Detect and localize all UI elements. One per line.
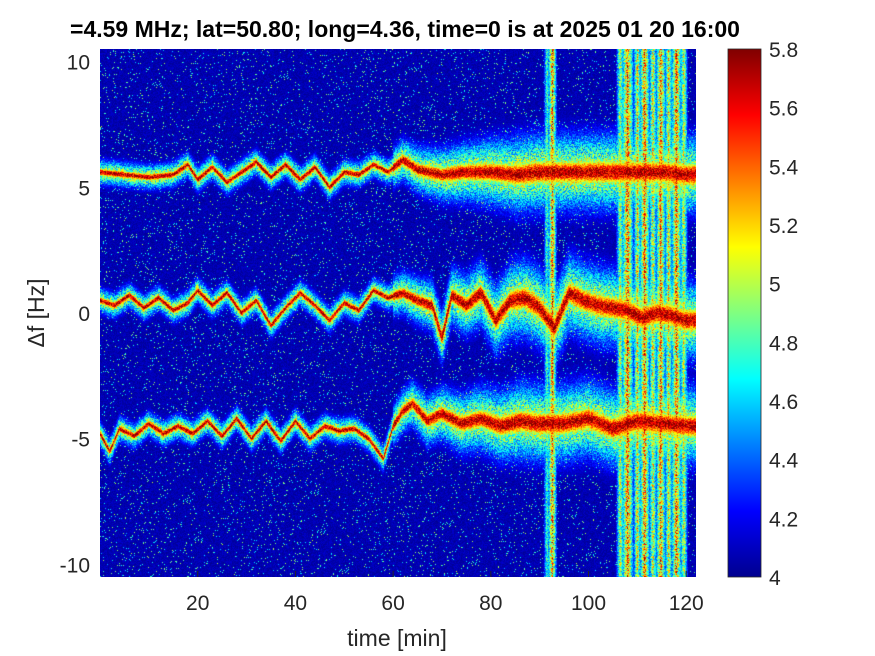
colorbar-tick-label: 4.6 <box>769 391 798 414</box>
y-axis-label: Δf [Hz] <box>23 278 49 347</box>
y-tick-label: 0 <box>78 303 90 326</box>
x-tick-label: 120 <box>669 592 704 615</box>
y-tick-label: 10 <box>67 52 90 75</box>
chart-title: =4.59 MHz; lat=50.80; long=4.36, time=0 … <box>70 16 740 42</box>
x-tick-label: 100 <box>571 592 606 615</box>
colorbar-tick-label: 5.2 <box>769 215 798 238</box>
y-tick-label: -10 <box>60 554 90 577</box>
x-axis: 20 40 60 80 100 120 <box>186 571 704 615</box>
colorbar-ticks: 5.8 5.6 5.4 5.2 5 4.8 4.6 4.4 4.2 4 <box>769 39 799 590</box>
colorbar-gradient <box>727 48 762 578</box>
colorbar-tick-label: 4.4 <box>769 450 799 473</box>
x-tick-label: 20 <box>186 592 209 615</box>
colorbar-tick-label: 4.8 <box>769 332 798 355</box>
x-tick-label: 80 <box>479 592 502 615</box>
colorbar-tick-label: 5.8 <box>769 39 798 62</box>
colorbar-tick-label: 5 <box>769 274 781 297</box>
y-tick-label: 5 <box>78 177 90 200</box>
colorbar-tick-label: 5.4 <box>769 156 799 179</box>
colorbar: 5.8 5.6 5.4 5.2 5 4.8 4.6 4.4 4.2 4 <box>727 39 799 590</box>
heatmap-canvas <box>100 49 696 577</box>
heatmap-plot-area <box>100 49 696 577</box>
x-tick-label: 40 <box>284 592 307 615</box>
x-tick-label: 60 <box>381 592 404 615</box>
y-axis: 10 5 0 -5 -10 <box>60 52 90 578</box>
x-axis-label: time [min] <box>347 625 447 651</box>
colorbar-tick-label: 5.6 <box>769 98 798 121</box>
colorbar-tick-label: 4 <box>769 567 781 590</box>
colorbar-tick-label: 4.2 <box>769 508 798 531</box>
y-tick-label: -5 <box>71 429 90 452</box>
